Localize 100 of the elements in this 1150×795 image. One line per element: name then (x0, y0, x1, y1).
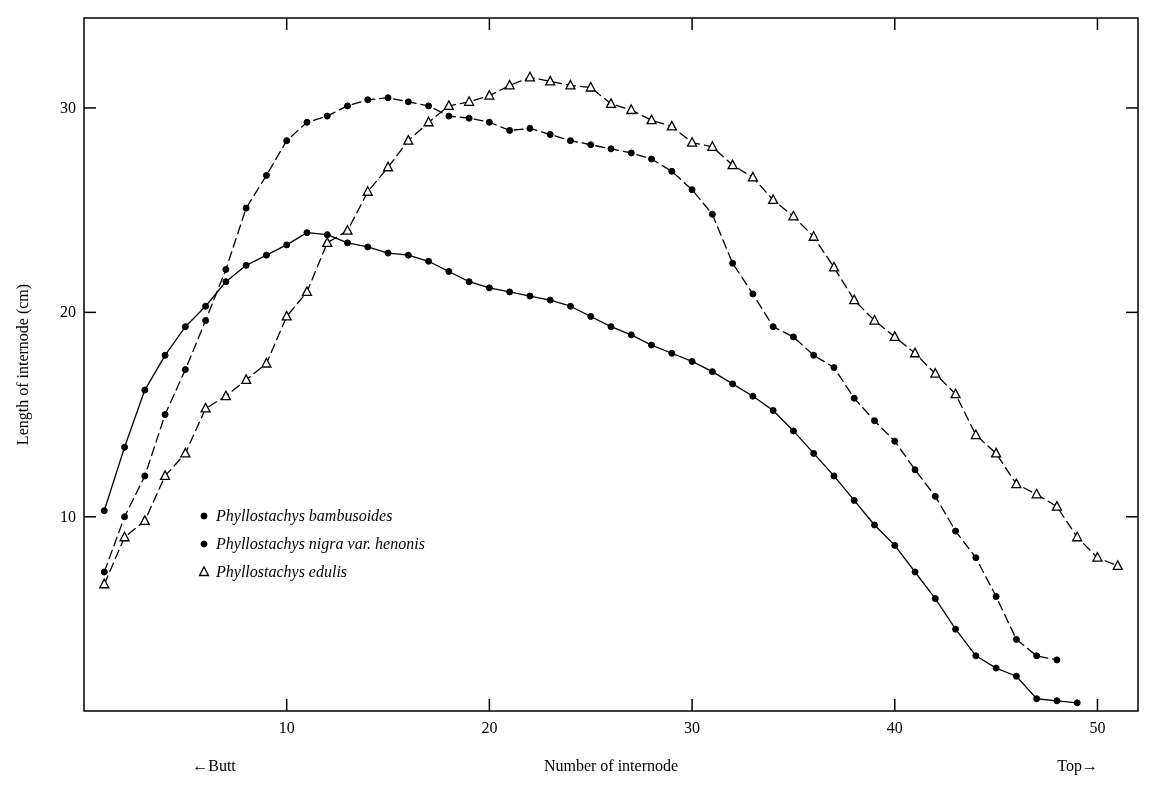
point (344, 102, 351, 110)
y-tick-label: 20 (60, 303, 76, 321)
point (443, 100, 454, 111)
point (506, 288, 514, 296)
point (526, 124, 534, 132)
x-tick-label: 10 (278, 719, 295, 736)
point (323, 112, 331, 120)
point (605, 98, 617, 109)
point (1012, 672, 1020, 680)
point (668, 349, 676, 357)
point (303, 118, 311, 126)
point (303, 229, 311, 237)
point (180, 447, 191, 458)
legend-label: Phyllostachys nigra var. henonis (215, 535, 425, 553)
point (891, 437, 899, 445)
point (384, 94, 392, 102)
point (749, 392, 757, 400)
point (99, 578, 110, 589)
legend-label: Phyllostachys bambusoides (215, 507, 393, 525)
point (869, 314, 880, 325)
point (992, 664, 1000, 672)
point (141, 386, 149, 394)
point (871, 417, 878, 425)
point (668, 167, 676, 175)
point (747, 171, 759, 182)
point (707, 141, 718, 151)
point (565, 79, 576, 90)
point (546, 131, 554, 139)
point (769, 323, 777, 331)
point (382, 161, 394, 172)
point (768, 194, 779, 205)
point (445, 112, 453, 120)
point (566, 302, 574, 310)
point (261, 357, 272, 368)
text: Top→ (1057, 757, 1098, 775)
point (627, 149, 635, 157)
point (828, 261, 840, 272)
point (909, 347, 921, 358)
point (222, 265, 230, 273)
point (727, 159, 738, 170)
point (990, 447, 1002, 458)
point (506, 126, 514, 134)
point (970, 429, 981, 440)
point (686, 137, 698, 147)
point (545, 75, 556, 86)
point (952, 527, 960, 535)
point (141, 472, 149, 480)
x-tick-label: 20 (481, 719, 498, 736)
point (121, 513, 129, 521)
point (952, 625, 960, 633)
point (729, 259, 737, 267)
point (688, 186, 696, 194)
point (585, 81, 596, 92)
point (587, 312, 595, 320)
point (301, 286, 313, 297)
point (423, 116, 434, 127)
point (972, 554, 980, 562)
point (524, 71, 536, 82)
point (463, 96, 475, 106)
point (119, 531, 130, 542)
point (323, 231, 331, 239)
point (241, 374, 252, 384)
point (566, 137, 574, 145)
point (425, 102, 433, 110)
point (749, 290, 757, 298)
point (485, 284, 493, 292)
point (889, 331, 900, 342)
point (1011, 478, 1022, 489)
point (161, 351, 169, 359)
point (789, 427, 797, 435)
legend-label: Phyllostachys edulis (215, 563, 348, 581)
point (871, 521, 878, 529)
point (830, 364, 838, 372)
point (587, 141, 595, 149)
point (222, 278, 230, 286)
point (465, 278, 473, 286)
point (1053, 656, 1061, 664)
point (425, 257, 433, 265)
point (708, 368, 716, 376)
point (911, 466, 919, 474)
point (322, 237, 333, 248)
point (1112, 560, 1123, 571)
point (1031, 488, 1042, 499)
point (200, 402, 211, 413)
point (648, 155, 656, 163)
point (911, 568, 919, 576)
point (627, 331, 635, 339)
point (220, 390, 232, 401)
point (810, 449, 818, 457)
point (789, 333, 797, 341)
point (666, 120, 677, 131)
point (992, 593, 1000, 601)
point (384, 249, 392, 257)
point (404, 98, 412, 106)
point (262, 171, 270, 179)
point (445, 267, 453, 275)
point (648, 341, 656, 349)
point (121, 443, 129, 451)
point (1072, 531, 1083, 542)
point (810, 351, 818, 359)
